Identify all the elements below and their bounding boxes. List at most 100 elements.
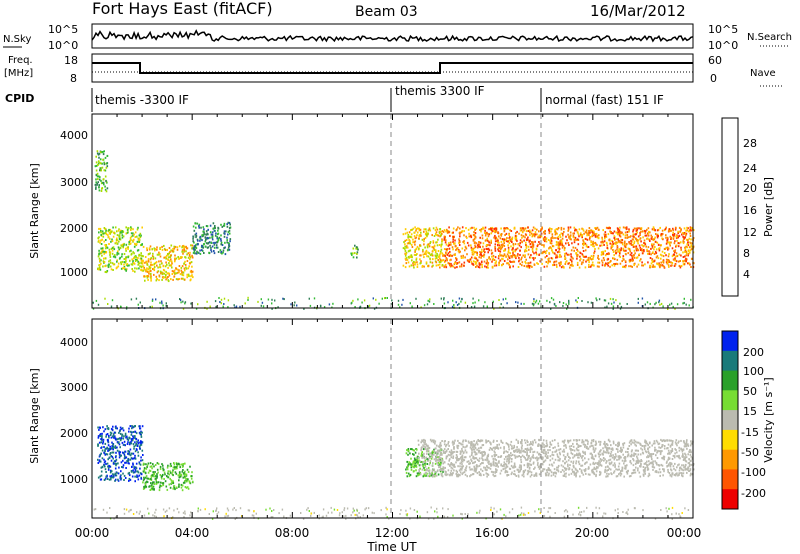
data-cell: [415, 458, 417, 461]
cpid-segment-1: themis -3300 IF: [95, 93, 189, 107]
data-cell: [591, 229, 594, 232]
data-cell: [96, 152, 99, 155]
data-cell: [667, 241, 670, 244]
data-cell: [503, 240, 505, 242]
data-cell: [107, 467, 110, 470]
data-cell: [141, 262, 144, 265]
data-cell: [117, 246, 120, 249]
data-cell: [558, 459, 561, 462]
data-cell: [658, 249, 661, 252]
data-cell: [565, 242, 567, 245]
data-cell: [181, 256, 183, 259]
data-cell: [153, 481, 155, 484]
data-cell: [514, 250, 516, 253]
data-cell: [446, 253, 449, 256]
data-cell: [462, 241, 464, 243]
data-cell: [96, 182, 98, 185]
data-cell: [441, 252, 443, 255]
station-title: Fort Hays East (fitACF): [92, 0, 273, 18]
data-cell: [450, 254, 452, 257]
data-cell: [356, 251, 359, 254]
data-cell: [110, 470, 113, 473]
data-cell: [204, 233, 206, 236]
data-cell: [505, 442, 508, 445]
data-cell: [163, 478, 165, 480]
data-cell: [416, 245, 419, 248]
data-cell: [443, 229, 446, 232]
data-cell: [608, 238, 610, 241]
data-cell: [611, 243, 613, 246]
data-cell: [132, 443, 135, 446]
data-cell: [108, 243, 110, 245]
data-cell: [104, 477, 107, 480]
data-cell: [153, 262, 156, 265]
data-cell: [193, 250, 196, 253]
data-cell: [567, 465, 569, 468]
data-cell: [604, 442, 606, 445]
data-cell: [576, 264, 579, 266]
data-cell: [127, 452, 129, 455]
data-cell: [132, 462, 134, 465]
data-cell: [178, 269, 180, 272]
data-cell: [105, 239, 107, 241]
data-cell: [150, 484, 153, 487]
data-cell: [101, 457, 104, 460]
data-cell: [624, 260, 627, 263]
data-cell: [408, 231, 411, 234]
data-cell: [613, 471, 615, 474]
data-cell: [138, 431, 141, 434]
data-cell: [519, 239, 522, 242]
data-cell: [422, 463, 424, 466]
data-cell: [521, 241, 523, 244]
data-cell: [127, 472, 130, 475]
data-cell: [145, 485, 148, 488]
data-cell: [507, 258, 509, 261]
data-cell: [644, 263, 646, 266]
data-cell: [649, 240, 651, 242]
ground-scatter-cell: [533, 298, 535, 301]
data-cell: [126, 263, 129, 266]
data-cell: [589, 257, 592, 260]
data-cell: [209, 244, 211, 247]
data-cell: [99, 268, 102, 271]
data-cell: [506, 253, 509, 256]
data-cell: [164, 276, 167, 279]
data-cell: [443, 261, 446, 263]
data-cell: [229, 240, 231, 243]
data-cell: [438, 232, 441, 235]
data-cell: [613, 264, 616, 267]
data-cell: [546, 265, 548, 268]
data-cell: [429, 261, 432, 264]
ground-scatter-cell: [555, 305, 557, 307]
data-cell: [670, 469, 673, 472]
data-cell: [140, 244, 142, 247]
data-cell: [581, 234, 584, 237]
data-cell: [205, 242, 208, 245]
data-cell: [445, 473, 447, 476]
data-cell: [560, 241, 562, 244]
data-cell: [506, 443, 509, 445]
data-cell: [438, 257, 441, 260]
data-cell: [584, 266, 587, 269]
data-cell: [552, 454, 555, 457]
data-cell: [668, 228, 671, 231]
data-cell: [428, 475, 431, 478]
data-cell: [179, 273, 182, 276]
data-cell: [507, 251, 510, 253]
data-cell: [544, 238, 546, 241]
data-cell: [643, 446, 646, 449]
data-cell: [510, 230, 513, 232]
ground-scatter-cell: [443, 298, 445, 301]
data-cell: [404, 257, 407, 260]
data-cell: [687, 262, 689, 265]
data-cell: [682, 232, 684, 234]
data-cell: [685, 440, 688, 443]
data-cell: [685, 456, 688, 459]
ground-scatter-cell: [655, 301, 657, 304]
data-cell: [112, 433, 115, 436]
data-cell: [473, 234, 476, 237]
data-cell: [548, 252, 550, 255]
data-cell: [660, 257, 662, 260]
data-cell: [590, 441, 593, 444]
data-cell: [206, 246, 209, 249]
